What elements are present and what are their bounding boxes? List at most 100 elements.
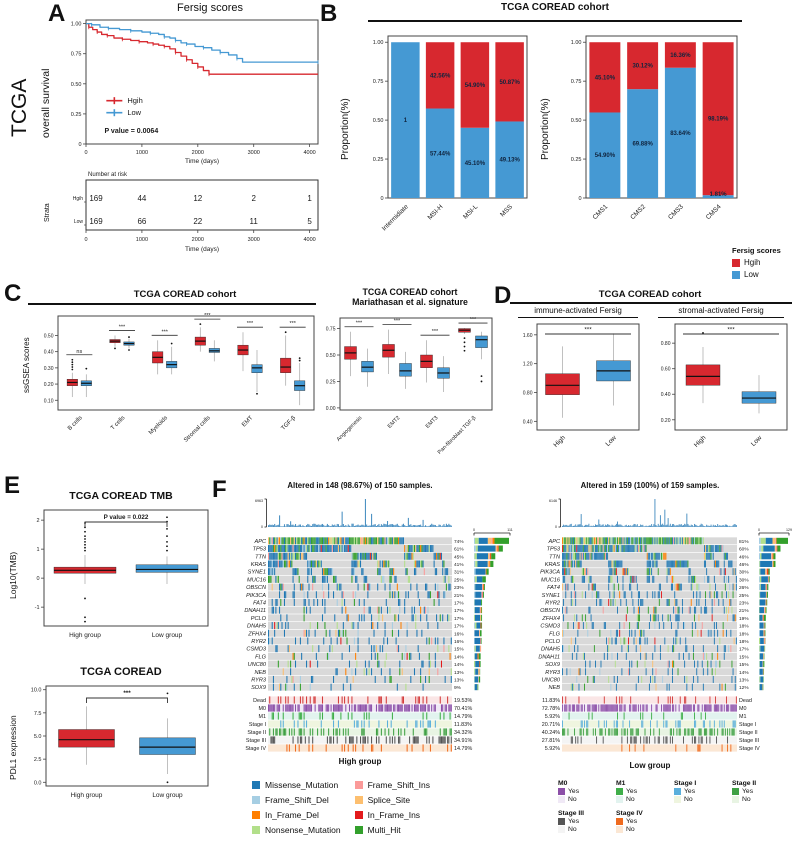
mutation-legend-item-In_Frame_Ins: In_Frame_Ins	[354, 810, 430, 820]
mutation-label: Multi_Hit	[367, 825, 401, 835]
mutation-legend: Missense_Mutation Frame_Shift_Del In_Frame…	[252, 780, 558, 835]
svg-text:Stage III: Stage III	[739, 738, 759, 744]
svg-text:RYR3: RYR3	[251, 677, 267, 683]
svg-text:41%: 41%	[454, 562, 464, 568]
svg-text:SOX9: SOX9	[251, 685, 266, 691]
svg-text:Number at risk: Number at risk	[88, 172, 128, 178]
svg-text:46%: 46%	[739, 562, 749, 568]
clinical-value-label: Yes	[568, 818, 580, 825]
mutation-swatch	[252, 796, 260, 804]
panel-a-label: A	[48, 0, 66, 27]
mutation-label: Splice_Site	[367, 795, 411, 805]
mutation-legend-item-Splice_Site: Splice_Site	[354, 795, 430, 805]
mutation-label: Frame_Shift_Del	[265, 795, 329, 805]
svg-text:14%: 14%	[454, 662, 464, 668]
c-immune-svg: 0.40 0.80 1.20 1.60 High Low ***	[523, 323, 640, 449]
svg-text:1: 1	[307, 194, 312, 203]
svg-text:0: 0	[84, 237, 87, 243]
svg-text:0.00: 0.00	[326, 406, 336, 412]
svg-text:0.80: 0.80	[523, 391, 533, 397]
svg-text:45.10%: 45.10%	[465, 161, 486, 167]
svg-text:26%: 26%	[739, 585, 749, 591]
mutation-swatch	[252, 826, 260, 834]
clinical-value-label: No	[684, 796, 693, 803]
svg-text:MSI-H: MSI-H	[427, 203, 445, 221]
c-msi-svg: 0 0.25 0.50 0.75 1.00 1 Intermidiate 57.44% 42.5…	[373, 35, 528, 232]
stromal-boxplot: 0.20 0.40 0.60 0.80 High Low ***	[650, 318, 792, 460]
svg-text:SOX9: SOX9	[545, 662, 560, 668]
svg-text:CMS3: CMS3	[667, 203, 685, 221]
svg-text:4000: 4000	[303, 150, 315, 156]
svg-text:0: 0	[78, 142, 81, 148]
c-ssgsea-svg: 0.10 0.20 0.30 0.40 0.50 B cells T cells Myeloi…	[44, 313, 315, 444]
svg-text:OBSCN: OBSCN	[246, 585, 267, 591]
mutation-label: In_Frame_Ins	[367, 810, 421, 820]
svg-text:***: ***	[470, 317, 477, 323]
svg-text:18%: 18%	[739, 631, 749, 637]
svg-text:15%: 15%	[454, 647, 464, 653]
svg-text:22: 22	[193, 217, 202, 226]
svg-text:9%: 9%	[454, 685, 462, 691]
msi-y-axis-label: Proportion(%)	[340, 98, 351, 160]
svg-text:High: High	[693, 434, 708, 449]
svg-text:0.0: 0.0	[34, 780, 42, 786]
svg-text:1000: 1000	[136, 237, 148, 243]
clinical-swatch	[732, 788, 739, 795]
svg-text:12: 12	[193, 194, 202, 203]
svg-text:0.75: 0.75	[571, 79, 582, 85]
svg-text:0: 0	[380, 196, 383, 202]
clinical-value-label: No	[626, 796, 635, 803]
svg-text:54.90%: 54.90%	[595, 153, 616, 159]
svg-text:70.41%: 70.41%	[454, 706, 472, 712]
svg-text:15%: 15%	[739, 654, 749, 660]
svg-text:***: ***	[204, 313, 211, 319]
clinical-swatch	[616, 818, 623, 825]
mutation-legend-item-Multi_Hit: Multi_Hit	[354, 825, 430, 835]
svg-text:23%: 23%	[454, 585, 464, 591]
c-cms-svg: 0 0.25 0.50 0.75 1.00 54.90% 45.10% CMS1 69.88% 3…	[571, 35, 738, 221]
svg-text:FLG: FLG	[549, 631, 561, 637]
mutation-legend-col1: Missense_Mutation Frame_Shift_Del In_Frame…	[252, 780, 341, 835]
svg-text:CSMD3: CSMD3	[540, 624, 560, 630]
svg-text:45%: 45%	[454, 554, 464, 560]
clinical-no-row: No	[616, 796, 674, 803]
mutation-legend-item-Missense_Mutation: Missense_Mutation	[252, 780, 341, 790]
svg-text:M1: M1	[259, 714, 267, 720]
clinical-no-row: No	[674, 796, 732, 803]
svg-text:EMT3: EMT3	[425, 415, 440, 430]
svg-text:***: ***	[161, 329, 168, 335]
svg-text:25%: 25%	[739, 593, 749, 599]
svg-text:0.25: 0.25	[571, 157, 582, 163]
svg-text:0.20: 0.20	[44, 382, 54, 388]
svg-text:APC: APC	[253, 539, 266, 545]
svg-text:0.25: 0.25	[71, 112, 82, 118]
clinical-value-label: Yes	[626, 818, 638, 825]
svg-text:74%: 74%	[454, 539, 464, 545]
svg-text:MSI-L: MSI-L	[462, 203, 479, 220]
svg-text:NEB: NEB	[254, 670, 266, 676]
svg-text:0: 0	[555, 525, 557, 529]
svg-text:19.53%: 19.53%	[454, 698, 472, 704]
mutation-swatch	[354, 781, 363, 789]
svg-text:FLG: FLG	[255, 654, 267, 660]
svg-text:Hgih: Hgih	[73, 196, 84, 202]
svg-text:4000: 4000	[303, 237, 315, 243]
clinical-value-label: Yes	[684, 788, 696, 795]
svg-text:ns: ns	[76, 349, 82, 355]
clinical-value-label: Yes	[742, 788, 754, 795]
svg-text:Stage I: Stage I	[739, 722, 756, 728]
svg-text:2.5: 2.5	[34, 757, 42, 763]
svg-text:UNC80: UNC80	[248, 662, 267, 668]
svg-text:17%: 17%	[454, 608, 464, 614]
svg-text:6146: 6146	[549, 499, 557, 503]
svg-text:DNAH5: DNAH5	[247, 624, 267, 630]
clinical-legend-M0: M0 Yes No	[558, 780, 616, 803]
km-plot: 1.00 0.75 0.50 0.25 0 0 1000 2000 3000 4000 Time (…	[60, 14, 324, 168]
svg-text:Time (days): Time (days)	[185, 158, 219, 165]
svg-text:0: 0	[36, 576, 39, 582]
svg-text:21%: 21%	[454, 593, 464, 599]
svg-text:Pan-fibroblast TGF-β: Pan-fibroblast TGF-β	[437, 415, 478, 456]
msi-stacked-bar: 0 0.25 0.50 0.75 1.00 1 Intermidiate 57.44% 42.5…	[358, 24, 532, 264]
svg-text:1.60: 1.60	[523, 333, 533, 339]
